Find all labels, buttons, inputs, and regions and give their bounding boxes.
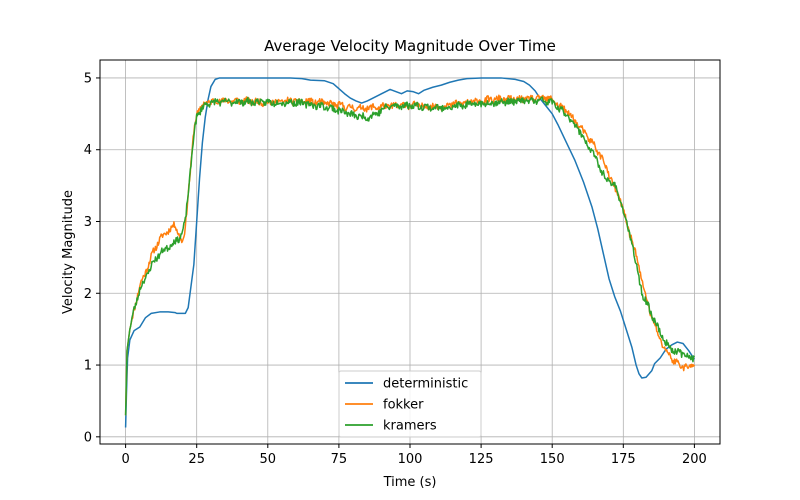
x-tick-label: 125 <box>469 452 494 467</box>
series-lines <box>124 77 696 428</box>
legend: deterministic fokker kramers <box>338 370 482 438</box>
series-line-kramers <box>124 96 696 416</box>
y-tick-label: 0 <box>84 430 92 445</box>
y-tick-label: 3 <box>84 215 92 230</box>
x-tick-label: 175 <box>611 452 636 467</box>
x-axis-title: Time (s) <box>383 475 437 490</box>
series-line-deterministic <box>124 77 696 428</box>
x-tick-label: 0 <box>121 452 129 467</box>
y-tick-label: 4 <box>84 143 92 158</box>
legend-label: kramers <box>383 419 437 434</box>
x-tick-label: 150 <box>540 452 565 467</box>
x-tick-label: 100 <box>398 452 423 467</box>
y-axis-title: Velocity Magnitude <box>61 190 76 314</box>
y-tick-label: 5 <box>84 71 92 86</box>
legend-label: fokker <box>383 398 424 413</box>
legend-label: deterministic <box>383 377 468 392</box>
x-tick-label: 25 <box>188 452 205 467</box>
x-tick-label: 200 <box>682 452 707 467</box>
y-tick-label: 1 <box>84 359 92 374</box>
legend-box <box>338 370 482 438</box>
axis-ticks: 0 25 50 75 100 125 150 175 200 0 1 2 3 4 5 <box>84 71 707 467</box>
x-tick-label: 75 <box>331 452 348 467</box>
chart-title: Average Velocity Magnitude Over Time <box>264 37 556 55</box>
y-tick-label: 2 <box>84 287 92 302</box>
x-tick-label: 50 <box>260 452 277 467</box>
